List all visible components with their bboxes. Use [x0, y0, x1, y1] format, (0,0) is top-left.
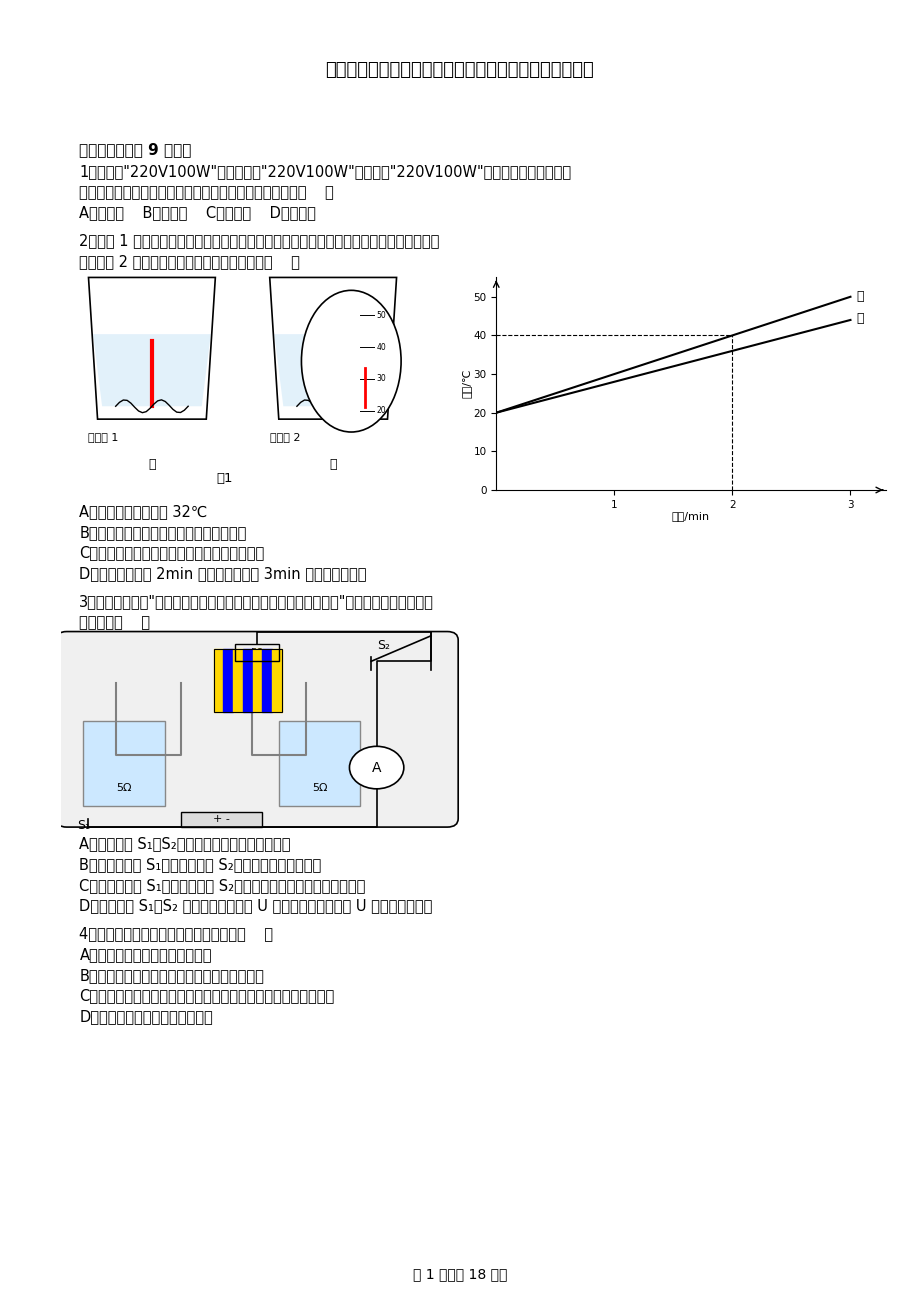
- Text: D．甲杯的水加热 2min 与乙杯的水加热 3min 吸收的热量相同: D．甲杯的水加热 2min 与乙杯的水加热 3min 吸收的热量相同: [79, 566, 367, 581]
- Text: A．电风扇    B．电视机    C．电热杯    D．一样多: A．电风扇 B．电视机 C．电热杯 D．一样多: [79, 206, 316, 220]
- Text: 图2: 图2: [696, 473, 712, 486]
- Text: 九年级物理期末复习题电学部分（焦耳定律、生活用电）: 九年级物理期末复习题电学部分（焦耳定律、生活用电）: [325, 61, 594, 79]
- Text: 1．将标有"220V100W"的电风扇、"220V100W"电视机、"220V100W"电热杯分别接入家庭电: 1．将标有"220V100W"的电风扇、"220V100W"电视机、"220V1…: [79, 164, 571, 180]
- Text: 4．家庭电路中，下列操作符合要求的是（    ）: 4．家庭电路中，下列操作符合要求的是（ ）: [79, 927, 273, 941]
- Text: 乙: 乙: [329, 458, 336, 471]
- Text: 20: 20: [376, 406, 386, 415]
- Text: 甲: 甲: [148, 458, 155, 471]
- Text: A．乙中温度计示数为 32℃: A．乙中温度计示数为 32℃: [79, 504, 208, 519]
- Text: 40: 40: [376, 342, 386, 352]
- Text: 加热器 2: 加热器 2: [269, 432, 300, 441]
- Text: A．输电线进户后，应先接电能表: A．输电线进户后，应先接电能表: [79, 948, 211, 962]
- Polygon shape: [93, 335, 210, 406]
- Polygon shape: [274, 335, 391, 406]
- Text: B．先闭合开关 S₁，再闭合开关 S₂，电流表示数保持不变: B．先闭合开关 S₁，再闭合开关 S₂，电流表示数保持不变: [79, 857, 322, 872]
- Text: 图1: 图1: [216, 473, 233, 486]
- Text: C．吸收相同的热量，甲杯的水升温比乙杯的多: C．吸收相同的热量，甲杯的水升温比乙杯的多: [79, 546, 265, 560]
- Circle shape: [301, 290, 401, 432]
- Text: C．使用试电笔时，手指不能碰到笔尾金属体，以免发生触电事故: C．使用试电笔时，手指不能碰到笔尾金属体，以免发生触电事故: [79, 988, 335, 1004]
- Text: B．加热相同时间，两杯水吸收的热量相同: B．加热相同时间，两杯水吸收的热量相同: [79, 525, 246, 540]
- Text: D．闭合开关 S₁、S₂ 一段时间后，右边 U 形管内的液面比左边 U 形管内的液面高: D．闭合开关 S₁、S₂ 一段时间后，右边 U 形管内的液面比左边 U 形管内的…: [79, 898, 432, 913]
- Text: 3．如图所示，为"探究电流通过导体时产生的热量与什么因素有关"的实验电路，以下说法: 3．如图所示，为"探究电流通过导体时产生的热量与什么因素有关"的实验电路，以下说…: [79, 594, 434, 609]
- Text: 30: 30: [376, 375, 386, 383]
- Text: 路中，在相同的时间内，电流流过它们产生热量最多的是（    ）: 路中，在相同的时间内，电流流过它们产生热量最多的是（ ）: [79, 185, 334, 199]
- Text: D．空气开关跳闸后，应立即合上: D．空气开关跳闸后，应立即合上: [79, 1009, 213, 1025]
- Text: 正确的是（    ）: 正确的是（ ）: [79, 615, 151, 630]
- Text: 50: 50: [376, 311, 386, 319]
- Text: 2．如图 1 所示，规格相同的容器装了相同质量的纯净水，用不同加热器加热，忽略散热，: 2．如图 1 所示，规格相同的容器装了相同质量的纯净水，用不同加热器加热，忽略散…: [79, 233, 439, 249]
- Text: C．先闭合开关 S₁，再闭合开关 S₂，通过右容器中电阻丝的电流变小: C．先闭合开关 S₁，再闭合开关 S₂，通过右容器中电阻丝的电流变小: [79, 878, 366, 893]
- Text: 加热器 1: 加热器 1: [88, 432, 119, 441]
- Text: 第 1 页（共 18 页）: 第 1 页（共 18 页）: [413, 1267, 506, 1281]
- Text: B．家庭电路的开关，接在零线或火线上都可以: B．家庭电路的开关，接在零线或火线上都可以: [79, 967, 264, 983]
- Text: 一、选择题（共 9 小题）: 一、选择题（共 9 小题）: [79, 142, 191, 158]
- Text: 得到如图 2 所示的水温与加热时间的图线，则（    ）: 得到如图 2 所示的水温与加热时间的图线，则（ ）: [79, 254, 300, 270]
- Text: A．闭合开关 S₁、S₂，通过三根电阻丝的电流相同: A．闭合开关 S₁、S₂，通过三根电阻丝的电流相同: [79, 836, 290, 852]
